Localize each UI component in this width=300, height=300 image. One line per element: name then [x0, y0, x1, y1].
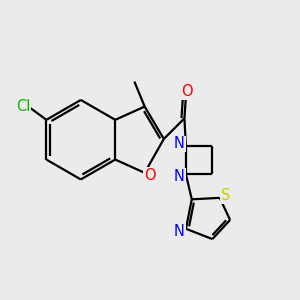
Text: N: N [174, 136, 185, 152]
Text: S: S [221, 188, 230, 203]
Text: N: N [174, 224, 185, 238]
Text: O: O [144, 168, 156, 183]
Text: N: N [174, 169, 185, 184]
Text: Cl: Cl [16, 99, 30, 114]
Text: O: O [182, 84, 193, 99]
